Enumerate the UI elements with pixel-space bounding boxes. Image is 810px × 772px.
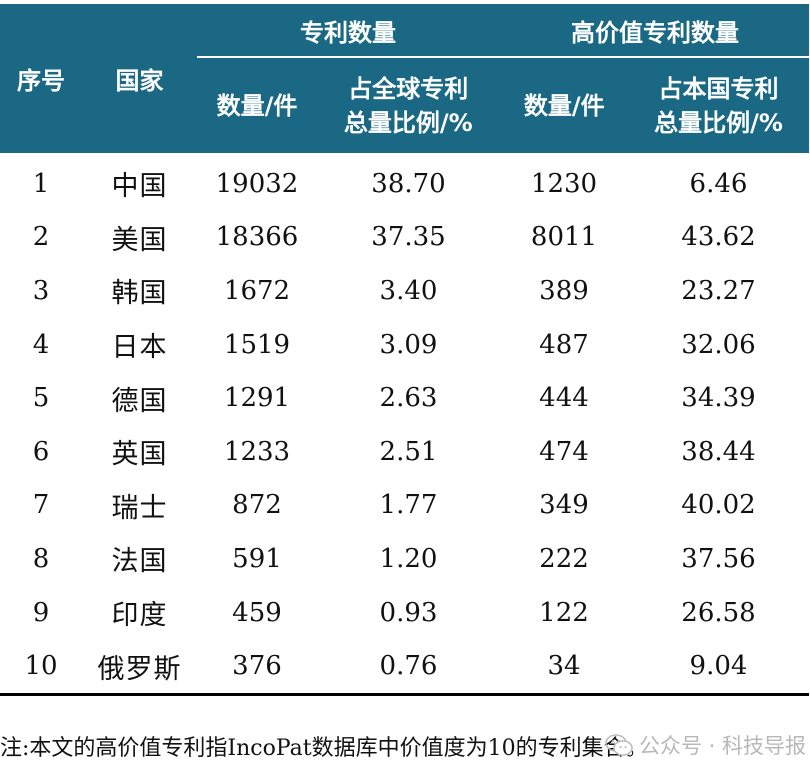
table-row: 2 美国 18366 37.35 8011 43.62 xyxy=(0,211,809,265)
cell-country: 日本 xyxy=(111,332,168,364)
cell-global-share: 3.09 xyxy=(379,329,438,360)
header-hv-count: 数量/件 xyxy=(500,57,628,153)
cell-national-share: 32.06 xyxy=(681,329,756,360)
header-global-share-line2: 总量比例/% xyxy=(343,108,473,137)
header-national-share: 占本国专利 总量比例/% xyxy=(628,57,809,153)
cell-global-share: 1.20 xyxy=(379,543,438,574)
cell-country: 法国 xyxy=(111,546,168,578)
cell-high-value-count: 1230 xyxy=(530,168,598,199)
cell-high-value-count: 389 xyxy=(539,275,589,306)
cell-index: 9 xyxy=(32,597,50,628)
cell-high-value-count: 34 xyxy=(500,639,628,696)
cell-global-share: 0.93 xyxy=(379,597,438,628)
cell-high-value-count: 474 xyxy=(539,436,589,467)
table-body: 1 中国 19032 38.70 1230 6.46 2 美国 18366 37.35 8011 43… xyxy=(0,153,809,696)
cell-patent-count: 1519 xyxy=(223,329,291,360)
header-group-high-value: 高价值专利数量 xyxy=(500,4,809,58)
cell-global-share: 2.63 xyxy=(379,383,438,414)
cell-national-share: 6.46 xyxy=(689,168,748,199)
cell-patent-count: 1233 xyxy=(223,436,291,467)
table-row: 4 日本 1519 3.09 487 32.06 xyxy=(0,318,809,372)
table-footnote: 注:本文的高价值专利指IncoPat数据库中价值度为10的专利集合。 xyxy=(0,736,648,761)
cell-global-share: 38.70 xyxy=(371,168,446,199)
patent-table-container: 序号 国家 专利数量 高价值专利数量 数量/件 占全球专利 总量比例/% 数量/… xyxy=(0,4,809,696)
cell-high-value-count: 122 xyxy=(539,597,589,628)
cell-patent-count: 872 xyxy=(232,490,282,521)
cell-country: 英国 xyxy=(111,439,168,471)
header-count: 数量/件 xyxy=(197,57,317,153)
cell-index: 10 xyxy=(0,639,82,696)
cell-national-share: 23.27 xyxy=(681,275,756,306)
cell-country: 美国 xyxy=(111,224,168,256)
cell-high-value-count: 222 xyxy=(539,543,589,574)
cell-country: 印度 xyxy=(111,600,168,632)
table-header: 序号 国家 专利数量 高价值专利数量 数量/件 占全球专利 总量比例/% 数量/… xyxy=(0,4,809,153)
cell-national-share: 9.04 xyxy=(628,639,809,696)
cell-global-share: 2.51 xyxy=(379,436,438,467)
watermark-label: 公众号 · 科技导报 xyxy=(639,734,807,758)
cell-national-share: 40.02 xyxy=(681,490,756,521)
cell-index: 4 xyxy=(32,329,50,360)
cell-high-value-count: 349 xyxy=(539,490,589,521)
table-row: 9 印度 459 0.93 122 26.58 xyxy=(0,586,809,640)
header-index: 序号 xyxy=(0,4,82,153)
cell-index: 2 xyxy=(32,222,50,253)
cell-high-value-count: 444 xyxy=(539,383,589,414)
cell-patent-count: 19032 xyxy=(215,168,299,199)
wechat-icon xyxy=(605,734,633,756)
table-row: 10 俄罗斯 376 0.76 34 9.04 xyxy=(0,639,809,696)
cell-country: 中国 xyxy=(111,171,168,203)
cell-country: 德国 xyxy=(111,385,168,417)
table-row: 8 法国 591 1.20 222 37.56 xyxy=(0,532,809,586)
header-country: 国家 xyxy=(82,4,197,153)
cell-national-share: 43.62 xyxy=(681,222,756,253)
cell-global-share: 3.40 xyxy=(379,275,438,306)
cell-national-share: 34.39 xyxy=(681,383,756,414)
cell-patent-count: 376 xyxy=(197,639,317,696)
cell-global-share: 0.76 xyxy=(317,639,500,696)
cell-patent-count: 459 xyxy=(232,597,282,628)
header-global-share-line1: 占全球专利 xyxy=(348,74,469,103)
table-row: 1 中国 19032 38.70 1230 6.46 xyxy=(0,153,809,211)
watermark: 公众号 · 科技导报 xyxy=(605,730,806,760)
cell-index: 1 xyxy=(32,168,50,199)
header-global-share: 占全球专利 总量比例/% xyxy=(317,57,501,153)
table-row: 3 韩国 1672 3.40 389 23.27 xyxy=(0,264,809,318)
cell-national-share: 37.56 xyxy=(681,543,756,574)
cell-high-value-count: 487 xyxy=(539,329,589,360)
cell-global-share: 37.35 xyxy=(371,222,446,253)
header-national-share-line1: 占本国专利 xyxy=(658,74,779,103)
cell-national-share: 26.58 xyxy=(681,597,756,628)
cell-national-share: 38.44 xyxy=(681,436,756,467)
cell-patent-count: 591 xyxy=(232,543,282,574)
cell-high-value-count: 8011 xyxy=(530,222,598,253)
cell-patent-count: 18366 xyxy=(215,222,299,253)
table-row: 7 瑞士 872 1.77 349 40.02 xyxy=(0,479,809,533)
cell-index: 3 xyxy=(32,275,50,306)
cell-country: 俄罗斯 xyxy=(82,639,197,696)
header-group-patents: 专利数量 xyxy=(197,4,501,58)
cell-patent-count: 1291 xyxy=(223,383,291,414)
table-row: 6 英国 1233 2.51 474 38.44 xyxy=(0,425,809,479)
cell-index: 6 xyxy=(32,436,50,467)
table-row: 5 德国 1291 2.63 444 34.39 xyxy=(0,371,809,425)
cell-global-share: 1.77 xyxy=(379,490,438,521)
cell-country: 韩国 xyxy=(111,278,168,310)
cell-country: 瑞士 xyxy=(111,492,168,524)
cell-index: 8 xyxy=(32,543,50,574)
cell-index: 7 xyxy=(32,490,50,521)
patent-table: 序号 国家 专利数量 高价值专利数量 数量/件 占全球专利 总量比例/% 数量/… xyxy=(0,4,809,696)
cell-index: 5 xyxy=(32,383,50,414)
header-national-share-line2: 总量比例/% xyxy=(654,108,783,137)
cell-patent-count: 1672 xyxy=(223,275,291,306)
